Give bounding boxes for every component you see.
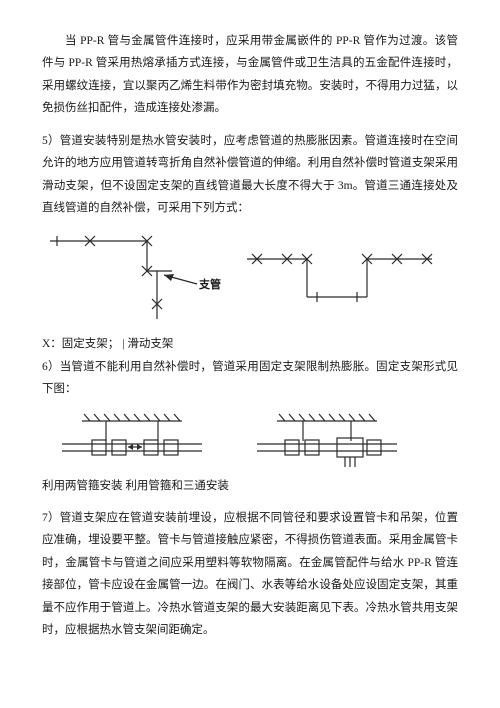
paragraph-3: 6）当管道不能利用自然补偿时，管道采用固定支架限制热膨胀。固定支架形式见下图： xyxy=(42,356,458,401)
branch-label: 支管 xyxy=(198,277,221,291)
diagram-compensation: 支管 xyxy=(42,229,458,329)
diagram-compensation-svg: 支管 xyxy=(42,229,458,329)
paragraph-5: 7）管道支架应在管道安装前埋设，应根据不同管径和要求设置管卡和吊架，位置应准确，… xyxy=(42,507,458,642)
legend-line: X：固定支架； | 滑动支架 xyxy=(42,333,458,355)
diagram-caption: 利用两管箍安装 利用管箍和三通安装 xyxy=(42,475,458,497)
document-page: 当 PP-R 管与金属管件连接时，应采用带金属嵌件的 PP-R 管作为过渡。该管… xyxy=(0,0,500,708)
diagram-fixed-support-svg xyxy=(42,411,458,471)
paragraph-1: 当 PP-R 管与金属管件连接时，应采用带金属嵌件的 PP-R 管作为过渡。该管… xyxy=(42,30,458,120)
diagram-fixed-support xyxy=(42,411,458,471)
paragraph-2: 5）管道安装特别是热水管安装时，应考虑管道的热膨胀因素。管道连接时在空间允许的地… xyxy=(42,130,458,220)
